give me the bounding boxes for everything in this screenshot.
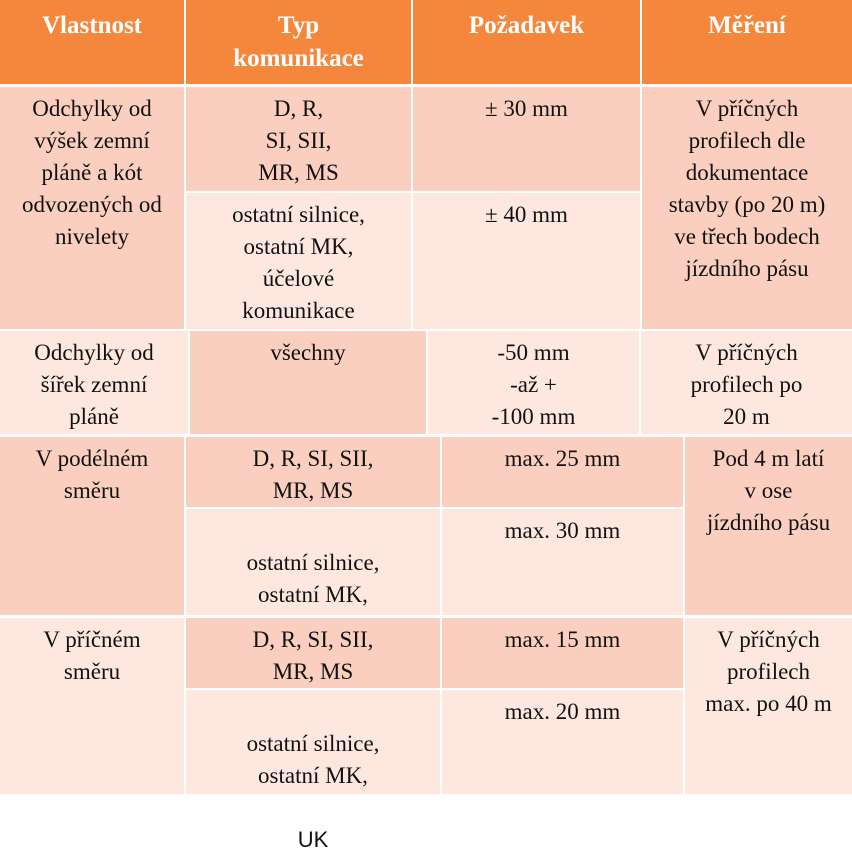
header-pozadavek: Požadavek bbox=[413, 0, 640, 84]
row2-measurement: V příčných profilech po 20 m bbox=[641, 331, 852, 434]
row1-type-a: D, R, SI, SII, MR, MS bbox=[186, 87, 411, 191]
row3-type-b: ostatní silnice, ostatní MK, UK bbox=[186, 509, 440, 671]
row4-type-a: D, R, SI, SII, MR, MS bbox=[186, 618, 440, 688]
row3-type-a: D, R, SI, SII, MR, MS bbox=[186, 437, 440, 507]
row1-req-b: ± 40 mm bbox=[413, 193, 640, 329]
header-mereni: Měření bbox=[642, 0, 852, 84]
header-typ-komunikace: Typ komunikace bbox=[186, 0, 411, 84]
row2-type: všechny bbox=[190, 331, 426, 434]
row4-type-b: ostatní silnice, ostatní MK, UK bbox=[186, 690, 440, 852]
row4-property: V příčném směru bbox=[0, 618, 184, 794]
row2-property: Odchylky od šířek zemní pláně bbox=[0, 331, 188, 434]
header-vlastnost: Vlastnost bbox=[0, 0, 184, 84]
row1-req-a: ± 30 mm bbox=[413, 87, 640, 191]
row2-req: -50 mm -až + -100 mm bbox=[428, 331, 639, 434]
row3-req-a: max. 25 mm bbox=[442, 437, 683, 507]
row1-property: Odchylky od výšek zemní pláně a kót odvo… bbox=[0, 87, 184, 329]
row3-type-b-text: ostatní silnice, ostatní MK, bbox=[246, 550, 380, 607]
row4-type-b-text: ostatní silnice, ostatní MK, bbox=[246, 731, 380, 788]
row3-measurement: Pod 4 m latí v ose jízdního pásu bbox=[685, 437, 852, 615]
row4-req-a: max. 15 mm bbox=[442, 618, 683, 688]
row1-type-b: ostatní silnice, ostatní MK, účelové kom… bbox=[186, 193, 411, 329]
row4-measurement: V příčných profilech max. po 40 m bbox=[685, 618, 852, 794]
row4-type-b-uk: UK bbox=[297, 827, 329, 852]
row3-property: V podélném směru bbox=[0, 437, 184, 615]
row1-measurement: V příčných profilech dle dokumentace sta… bbox=[642, 87, 852, 329]
row3-req-b: max. 30 mm bbox=[442, 509, 683, 615]
row4-req-b: max. 20 mm bbox=[442, 690, 683, 794]
